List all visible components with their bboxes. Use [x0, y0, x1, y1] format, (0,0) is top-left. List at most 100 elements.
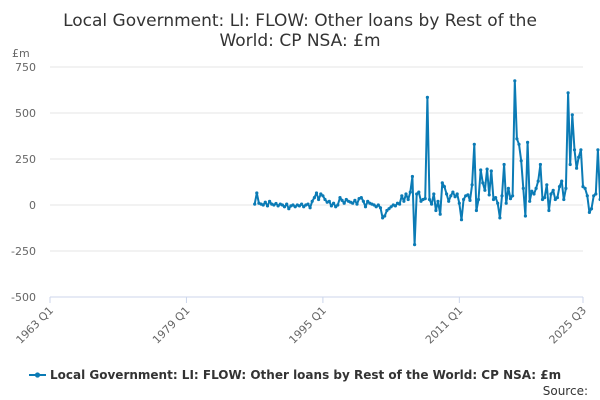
data-point[interactable]: [581, 185, 585, 189]
data-point[interactable]: [398, 202, 402, 206]
data-point[interactable]: [338, 196, 342, 200]
data-point[interactable]: [255, 191, 259, 195]
data-point[interactable]: [568, 162, 572, 167]
data-point[interactable]: [515, 137, 519, 141]
data-point[interactable]: [538, 162, 543, 167]
data-point[interactable]: [543, 196, 547, 200]
data-point[interactable]: [570, 113, 574, 117]
data-point[interactable]: [530, 189, 534, 193]
data-point[interactable]: [404, 192, 408, 196]
data-point[interactable]: [353, 198, 357, 202]
data-point[interactable]: [280, 203, 284, 207]
data-point[interactable]: [419, 199, 423, 203]
data-point[interactable]: [413, 243, 417, 247]
data-point[interactable]: [494, 196, 498, 200]
data-point[interactable]: [355, 202, 359, 206]
data-point[interactable]: [312, 196, 316, 200]
data-point[interactable]: [310, 199, 314, 203]
data-point[interactable]: [408, 190, 412, 194]
data-point[interactable]: [378, 206, 383, 210]
data-point[interactable]: [449, 194, 453, 198]
data-point[interactable]: [302, 205, 306, 209]
data-point[interactable]: [557, 185, 562, 189]
data-point[interactable]: [261, 203, 265, 207]
data-point[interactable]: [415, 192, 419, 196]
data-point[interactable]: [594, 192, 598, 196]
data-point[interactable]: [577, 155, 581, 159]
data-point[interactable]: [575, 166, 579, 170]
data-point[interactable]: [432, 192, 436, 196]
data-point[interactable]: [592, 194, 596, 198]
data-point[interactable]: [513, 79, 517, 83]
data-point[interactable]: [470, 183, 474, 187]
data-point[interactable]: [457, 201, 461, 205]
data-point[interactable]: [268, 199, 272, 203]
data-point[interactable]: [323, 197, 327, 202]
data-point[interactable]: [487, 193, 491, 197]
data-point[interactable]: [485, 167, 489, 171]
data-point[interactable]: [523, 214, 528, 218]
data-point[interactable]: [366, 199, 370, 203]
data-point[interactable]: [562, 197, 566, 202]
data-point[interactable]: [402, 199, 406, 203]
data-point[interactable]: [547, 208, 551, 213]
data-point[interactable]: [400, 194, 404, 198]
data-point[interactable]: [566, 91, 570, 95]
data-point[interactable]: [536, 179, 540, 183]
legend-item-label[interactable]: Local Government: LI: FLOW: Other loans …: [50, 368, 561, 382]
data-point[interactable]: [274, 201, 278, 206]
data-point[interactable]: [572, 148, 577, 152]
data-point[interactable]: [532, 192, 536, 196]
legend[interactable]: Local Government: LI: FLOW: Other loans …: [29, 368, 561, 382]
data-point[interactable]: [455, 192, 459, 196]
data-point[interactable]: [406, 197, 410, 202]
data-point[interactable]: [417, 190, 421, 194]
data-point[interactable]: [372, 203, 376, 207]
data-point[interactable]: [468, 198, 472, 202]
data-point[interactable]: [545, 183, 549, 187]
data-point[interactable]: [496, 201, 500, 205]
data-point[interactable]: [589, 207, 594, 211]
data-point[interactable]: [332, 201, 336, 205]
data-point[interactable]: [528, 199, 532, 203]
data-point[interactable]: [442, 185, 446, 189]
data-point[interactable]: [389, 205, 393, 209]
data-point[interactable]: [319, 192, 323, 196]
data-point[interactable]: [285, 202, 289, 206]
data-point[interactable]: [344, 197, 348, 202]
data-point[interactable]: [276, 204, 280, 208]
data-point[interactable]: [526, 140, 530, 144]
data-point[interactable]: [376, 203, 380, 207]
data-point[interactable]: [491, 197, 496, 202]
data-point[interactable]: [453, 195, 457, 199]
data-point[interactable]: [317, 197, 321, 202]
data-point[interactable]: [472, 142, 476, 146]
data-point[interactable]: [481, 181, 485, 185]
data-point[interactable]: [447, 199, 451, 203]
data-point[interactable]: [300, 202, 304, 206]
data-point[interactable]: [385, 208, 389, 213]
data-point[interactable]: [540, 197, 545, 202]
data-point[interactable]: [334, 205, 338, 209]
data-point[interactable]: [476, 197, 481, 202]
data-point[interactable]: [387, 207, 391, 211]
data-point[interactable]: [553, 197, 557, 202]
data-point[interactable]: [438, 212, 442, 216]
data-point[interactable]: [489, 169, 493, 173]
data-point[interactable]: [521, 186, 525, 190]
data-point[interactable]: [253, 202, 257, 206]
data-point[interactable]: [342, 201, 346, 205]
data-point[interactable]: [327, 199, 331, 203]
data-point[interactable]: [534, 186, 538, 190]
data-point[interactable]: [564, 186, 568, 190]
data-point[interactable]: [336, 203, 340, 207]
data-point[interactable]: [474, 208, 478, 213]
data-point[interactable]: [263, 200, 267, 204]
data-point[interactable]: [551, 188, 555, 192]
data-point[interactable]: [560, 179, 564, 183]
data-point[interactable]: [423, 197, 427, 201]
data-point[interactable]: [359, 196, 363, 200]
data-point[interactable]: [410, 174, 414, 179]
data-point[interactable]: [374, 205, 378, 209]
data-point[interactable]: [363, 205, 368, 209]
